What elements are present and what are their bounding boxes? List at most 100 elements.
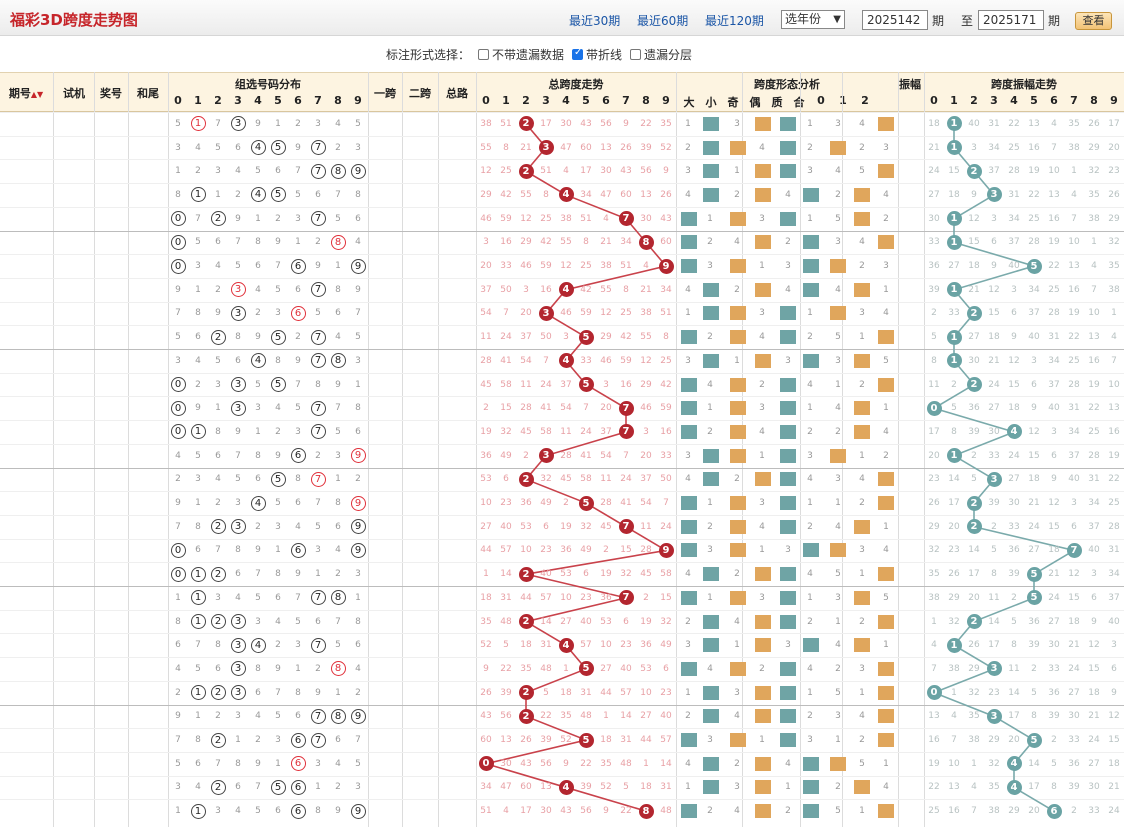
- amp-missing-value: 26: [948, 569, 960, 580]
- group-missing-value: 1: [335, 261, 341, 272]
- amp-missing-value: 24: [1008, 450, 1020, 461]
- group-missing-value: 5: [235, 261, 241, 272]
- group-missing-value: 6: [355, 213, 361, 224]
- group-missing-value: 5: [255, 806, 261, 817]
- group-missing-value: 9: [295, 142, 301, 153]
- group-missing-value: 7: [255, 569, 261, 580]
- span-missing-value: 21: [520, 142, 532, 153]
- group-missing-value: 3: [295, 640, 301, 651]
- span-missing-value: 30: [560, 118, 572, 129]
- group-missing-value: 9: [295, 569, 301, 580]
- test-header: 试机: [63, 87, 85, 100]
- group-digit-8-ball: 8: [330, 353, 346, 369]
- group-digit-6-ball: 6: [290, 305, 306, 321]
- span-missing-value: 29: [520, 237, 532, 248]
- form-parity-missing: 2: [734, 474, 740, 485]
- form-size-tag: [681, 543, 697, 558]
- group-digit-9-ball: 9: [350, 258, 366, 274]
- form-prime-tag: [780, 519, 796, 534]
- amp-trend-ball: 0: [926, 685, 942, 701]
- group-missing-value: 2: [335, 782, 341, 793]
- span-trend-ball: 2: [518, 566, 534, 582]
- amp-missing-value: 11: [988, 592, 1000, 603]
- amp-missing-value: 13: [948, 782, 960, 793]
- form-prime-tag: [780, 424, 796, 439]
- amp-missing-value: 27: [948, 261, 960, 272]
- from-issue-input[interactable]: 2025142: [862, 10, 928, 30]
- span-missing-value: 28: [640, 545, 652, 556]
- link-recent-120[interactable]: 最近120期: [705, 14, 764, 28]
- to-issue-input[interactable]: 2025171: [978, 10, 1044, 30]
- header-digit-group-1: 1: [194, 94, 202, 107]
- form-parity-tag: [755, 638, 771, 653]
- checkbox-layered[interactable]: [630, 48, 642, 60]
- form-prime-tag: [780, 614, 796, 629]
- span-missing-value: 8: [623, 284, 629, 295]
- checkbox-no-missing[interactable]: [478, 48, 490, 60]
- group-missing-value: 4: [255, 284, 261, 295]
- amp-missing-value: 10: [1068, 237, 1080, 248]
- form-size-tag: [681, 804, 697, 819]
- amp-missing-value: 3: [1011, 284, 1017, 295]
- year-select[interactable]: 选年份 ▼: [781, 10, 845, 29]
- group-digit-1-ball: 1: [190, 116, 206, 132]
- form-remainder-tag: [878, 804, 894, 819]
- span-missing-value: 8: [543, 189, 549, 200]
- span-missing-value: 49: [580, 545, 592, 556]
- form-remainder-tag: [854, 638, 870, 653]
- span-missing-value: 18: [520, 640, 532, 651]
- span-missing-value: 41: [540, 403, 552, 414]
- amp-missing-value: 40: [1108, 616, 1120, 627]
- amp-missing-value: 33: [1068, 735, 1080, 746]
- issue-header[interactable]: 期号▲▼: [0, 85, 52, 101]
- form-size-tag: [703, 709, 719, 724]
- span-missing-value: 14: [500, 569, 512, 580]
- group-missing-value: 9: [255, 332, 261, 343]
- form-prime-tag: [780, 661, 796, 676]
- span-missing-value: 38: [640, 308, 652, 319]
- span-missing-value: 3: [563, 332, 569, 343]
- form-remainder-tag: [878, 567, 894, 582]
- amp-missing-value: 19: [1068, 308, 1080, 319]
- amp-missing-value: 2: [931, 308, 937, 319]
- form-prime-missing: 1: [807, 403, 813, 414]
- amp-missing-value: 34: [1008, 213, 1020, 224]
- form-prime-tag: [780, 377, 796, 392]
- row-separator: [0, 277, 1124, 279]
- amp-missing-value: 24: [1108, 806, 1120, 817]
- span-trend-ball: 2: [518, 614, 534, 630]
- form-prime-missing: 3: [807, 166, 813, 177]
- amp-missing-value: 6: [1071, 521, 1077, 532]
- amp-missing-value: 36: [1068, 758, 1080, 769]
- form-remainder-missing: 4: [835, 521, 841, 532]
- group-missing-value: 2: [235, 189, 241, 200]
- form-size-tag: [703, 353, 719, 368]
- amp-trend-ball: 1: [946, 116, 962, 132]
- form-remainder-missing: 4: [859, 474, 865, 485]
- span-missing-value: 43: [560, 806, 572, 817]
- span-missing-value: 48: [580, 711, 592, 722]
- group-missing-value: 5: [295, 403, 301, 414]
- group-missing-value: 1: [355, 592, 361, 603]
- group-digit-4-ball: 4: [250, 353, 266, 369]
- form-size-tag: [681, 424, 697, 439]
- form-size-missing: 1: [685, 308, 691, 319]
- span-missing-value: 53: [480, 474, 492, 485]
- group-digit-1-ball: 1: [190, 590, 206, 606]
- amp-missing-value: 21: [928, 142, 940, 153]
- row-separator: [0, 467, 1124, 469]
- checkbox-polyline[interactable]: [572, 47, 584, 60]
- link-recent-60[interactable]: 最近60期: [637, 14, 689, 28]
- group-missing-value: 6: [235, 355, 241, 366]
- span-missing-value: 21: [600, 237, 612, 248]
- link-recent-30[interactable]: 最近30期: [569, 14, 621, 28]
- span-missing-value: 57: [620, 687, 632, 698]
- amp-missing-value: 3: [1071, 498, 1077, 509]
- form-parity-missing: 3: [759, 213, 765, 224]
- amp-missing-value: 30: [968, 355, 980, 366]
- span-missing-value: 37: [520, 332, 532, 343]
- amp-missing-value: 38: [948, 663, 960, 674]
- options-label: 标注形式选择：: [386, 47, 471, 62]
- query-button[interactable]: 查看: [1075, 12, 1112, 30]
- form-parity-tag: [730, 401, 746, 416]
